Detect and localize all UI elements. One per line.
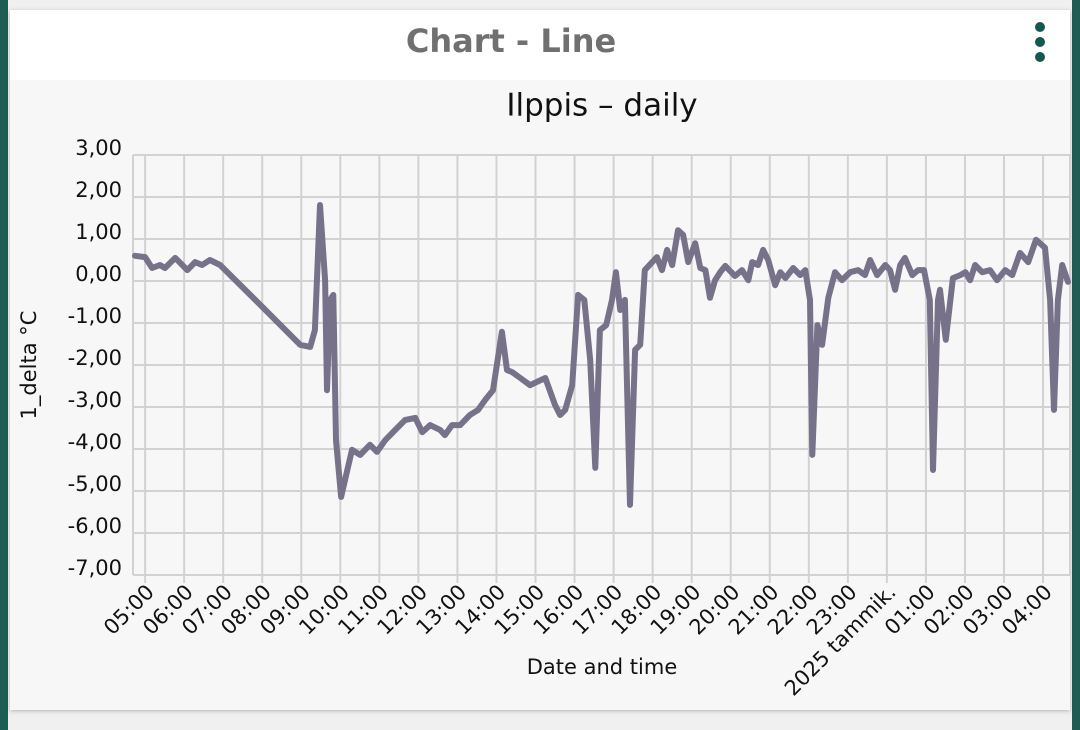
data-line xyxy=(132,202,1071,508)
y-tick-label: -7,00 xyxy=(68,556,122,580)
y-tick-label: -6,00 xyxy=(68,514,122,538)
y-tick-label: 2,00 xyxy=(75,178,122,202)
y-tick-label: 3,00 xyxy=(75,136,122,160)
chart-title: Ilppis – daily xyxy=(506,88,697,124)
y-tick-label: -1,00 xyxy=(68,304,122,328)
chart-area xyxy=(10,80,1070,710)
y-tick-label: -3,00 xyxy=(68,388,122,412)
y-axis-label: 1_delta °C xyxy=(17,311,42,420)
x-axis-label: Date and time xyxy=(527,655,678,679)
menu-button[interactable] xyxy=(1035,22,1045,62)
y-tick-label: -4,00 xyxy=(68,430,122,454)
y-tick-label: 1,00 xyxy=(75,220,122,244)
card-title: Chart - Line xyxy=(406,22,616,60)
y-tick-label: 0,00 xyxy=(75,262,122,286)
y-tick-label: -5,00 xyxy=(68,472,122,496)
y-tick-label: -2,00 xyxy=(68,346,122,370)
